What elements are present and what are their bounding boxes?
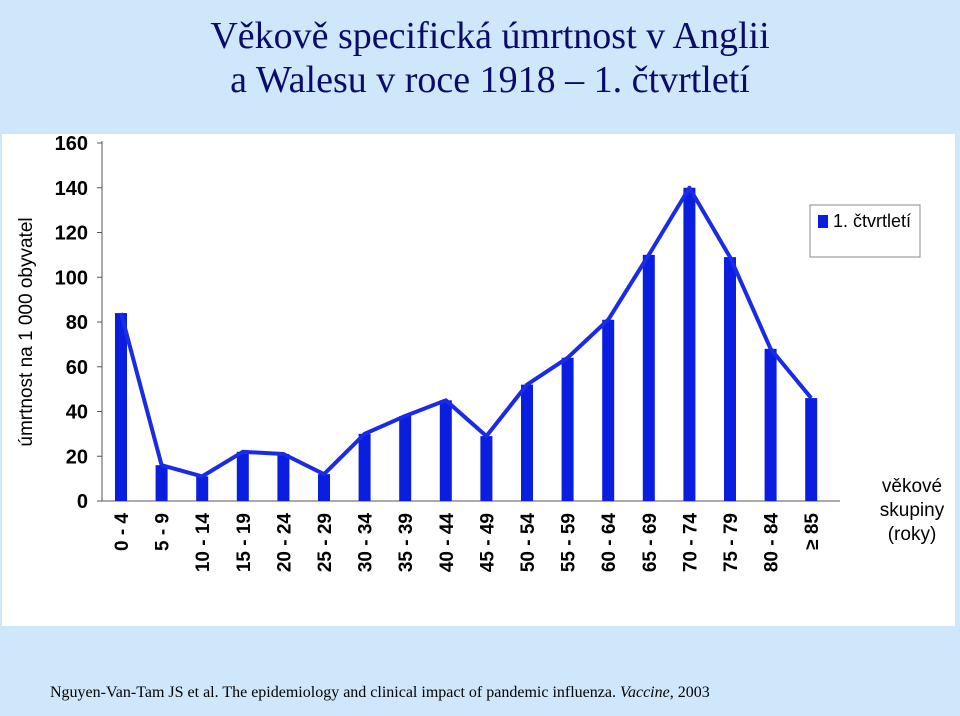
bar bbox=[642, 254, 655, 501]
x-tick-label: 30 - 34 bbox=[356, 513, 377, 573]
bar bbox=[277, 454, 290, 501]
bar bbox=[318, 474, 330, 501]
x-tick-label: 5 - 9 bbox=[153, 513, 174, 551]
x-tick-label: 65 - 69 bbox=[640, 513, 661, 572]
y-tick-label: 20 bbox=[66, 446, 88, 468]
bar bbox=[805, 398, 818, 501]
x-tick-label: 0 - 4 bbox=[112, 513, 133, 551]
y-axis-label: úmrtnost na 1 000 obyvatel bbox=[16, 217, 37, 446]
y-tick-label: 100 bbox=[55, 267, 88, 289]
x-tick-label: 80 - 84 bbox=[762, 513, 783, 573]
x-tick-label: 70 - 74 bbox=[680, 513, 701, 573]
series-line bbox=[119, 185, 813, 479]
x-tick-label: 15 - 19 bbox=[234, 513, 255, 572]
bar bbox=[155, 465, 168, 501]
y-tick-label: 40 bbox=[66, 402, 88, 424]
citation-journal: Vaccine bbox=[619, 684, 670, 701]
x-tick-label: 60 - 64 bbox=[599, 513, 620, 573]
x-tick-label: 20 - 24 bbox=[274, 513, 295, 573]
y-tick-label: 160 bbox=[55, 134, 88, 155]
y-tick-label: 140 bbox=[55, 178, 88, 200]
x-tick-label: 50 - 54 bbox=[518, 513, 539, 573]
bar bbox=[115, 313, 127, 501]
x-tick-label: 25 - 29 bbox=[315, 513, 336, 572]
x-tick-label: 45 - 49 bbox=[477, 513, 498, 572]
title-line-1: Věkově specifická úmrtnost v Anglii bbox=[210, 15, 770, 57]
legend-label: 1. čtvrtletí bbox=[833, 211, 911, 231]
bar bbox=[480, 436, 493, 501]
legend-swatch bbox=[818, 215, 828, 228]
bar bbox=[236, 451, 249, 501]
bar bbox=[358, 433, 371, 501]
bar bbox=[683, 187, 696, 501]
legend-box bbox=[809, 204, 921, 258]
plot-panel: 0 20 40 60 80 100 120 140 160 úmrtnost na 1 000 o… bbox=[2, 134, 955, 626]
citation-text: Nguyen-Van-Tam JS et al. The epidemiolog… bbox=[50, 684, 616, 701]
y-tick-label: 80 bbox=[66, 312, 88, 334]
bar bbox=[724, 257, 736, 501]
x-axis-label-line: (roky) bbox=[888, 524, 937, 545]
bar-chart: 0 20 40 60 80 100 120 140 160 úmrtnost na 1 000 o… bbox=[16, 134, 945, 573]
x-tick-label: 35 - 39 bbox=[396, 513, 417, 572]
bar bbox=[764, 348, 777, 501]
chart-title: Věkově specifická úmrtnost v Anglii a Wa… bbox=[0, 14, 960, 102]
footer-citation: Nguyen-Van-Tam JS et al. The epidemiolog… bbox=[50, 684, 710, 702]
bar bbox=[602, 319, 615, 501]
citation-year: , 2003 bbox=[669, 684, 710, 701]
bar bbox=[439, 400, 452, 501]
y-tick-label: 120 bbox=[55, 223, 88, 245]
x-axis-label-line: skupiny bbox=[880, 500, 945, 521]
x-axis-label-line: věkové bbox=[882, 476, 942, 497]
x-tick-label: 55 - 59 bbox=[559, 513, 580, 572]
x-tick-label: 10 - 14 bbox=[193, 513, 214, 573]
y-tick-label: 60 bbox=[66, 357, 88, 379]
x-tick-label: ≥ 85 bbox=[802, 513, 823, 550]
title-line-2: a Walesu v roce 1918 – 1. čtvrtletí bbox=[230, 59, 750, 101]
x-tick-label: 40 - 44 bbox=[437, 513, 458, 573]
bar bbox=[521, 384, 533, 501]
bar bbox=[399, 415, 412, 501]
bar bbox=[196, 476, 209, 501]
y-tick-label: 0 bbox=[77, 491, 88, 513]
bar bbox=[561, 357, 574, 501]
x-tick-label: 75 - 79 bbox=[721, 513, 742, 572]
